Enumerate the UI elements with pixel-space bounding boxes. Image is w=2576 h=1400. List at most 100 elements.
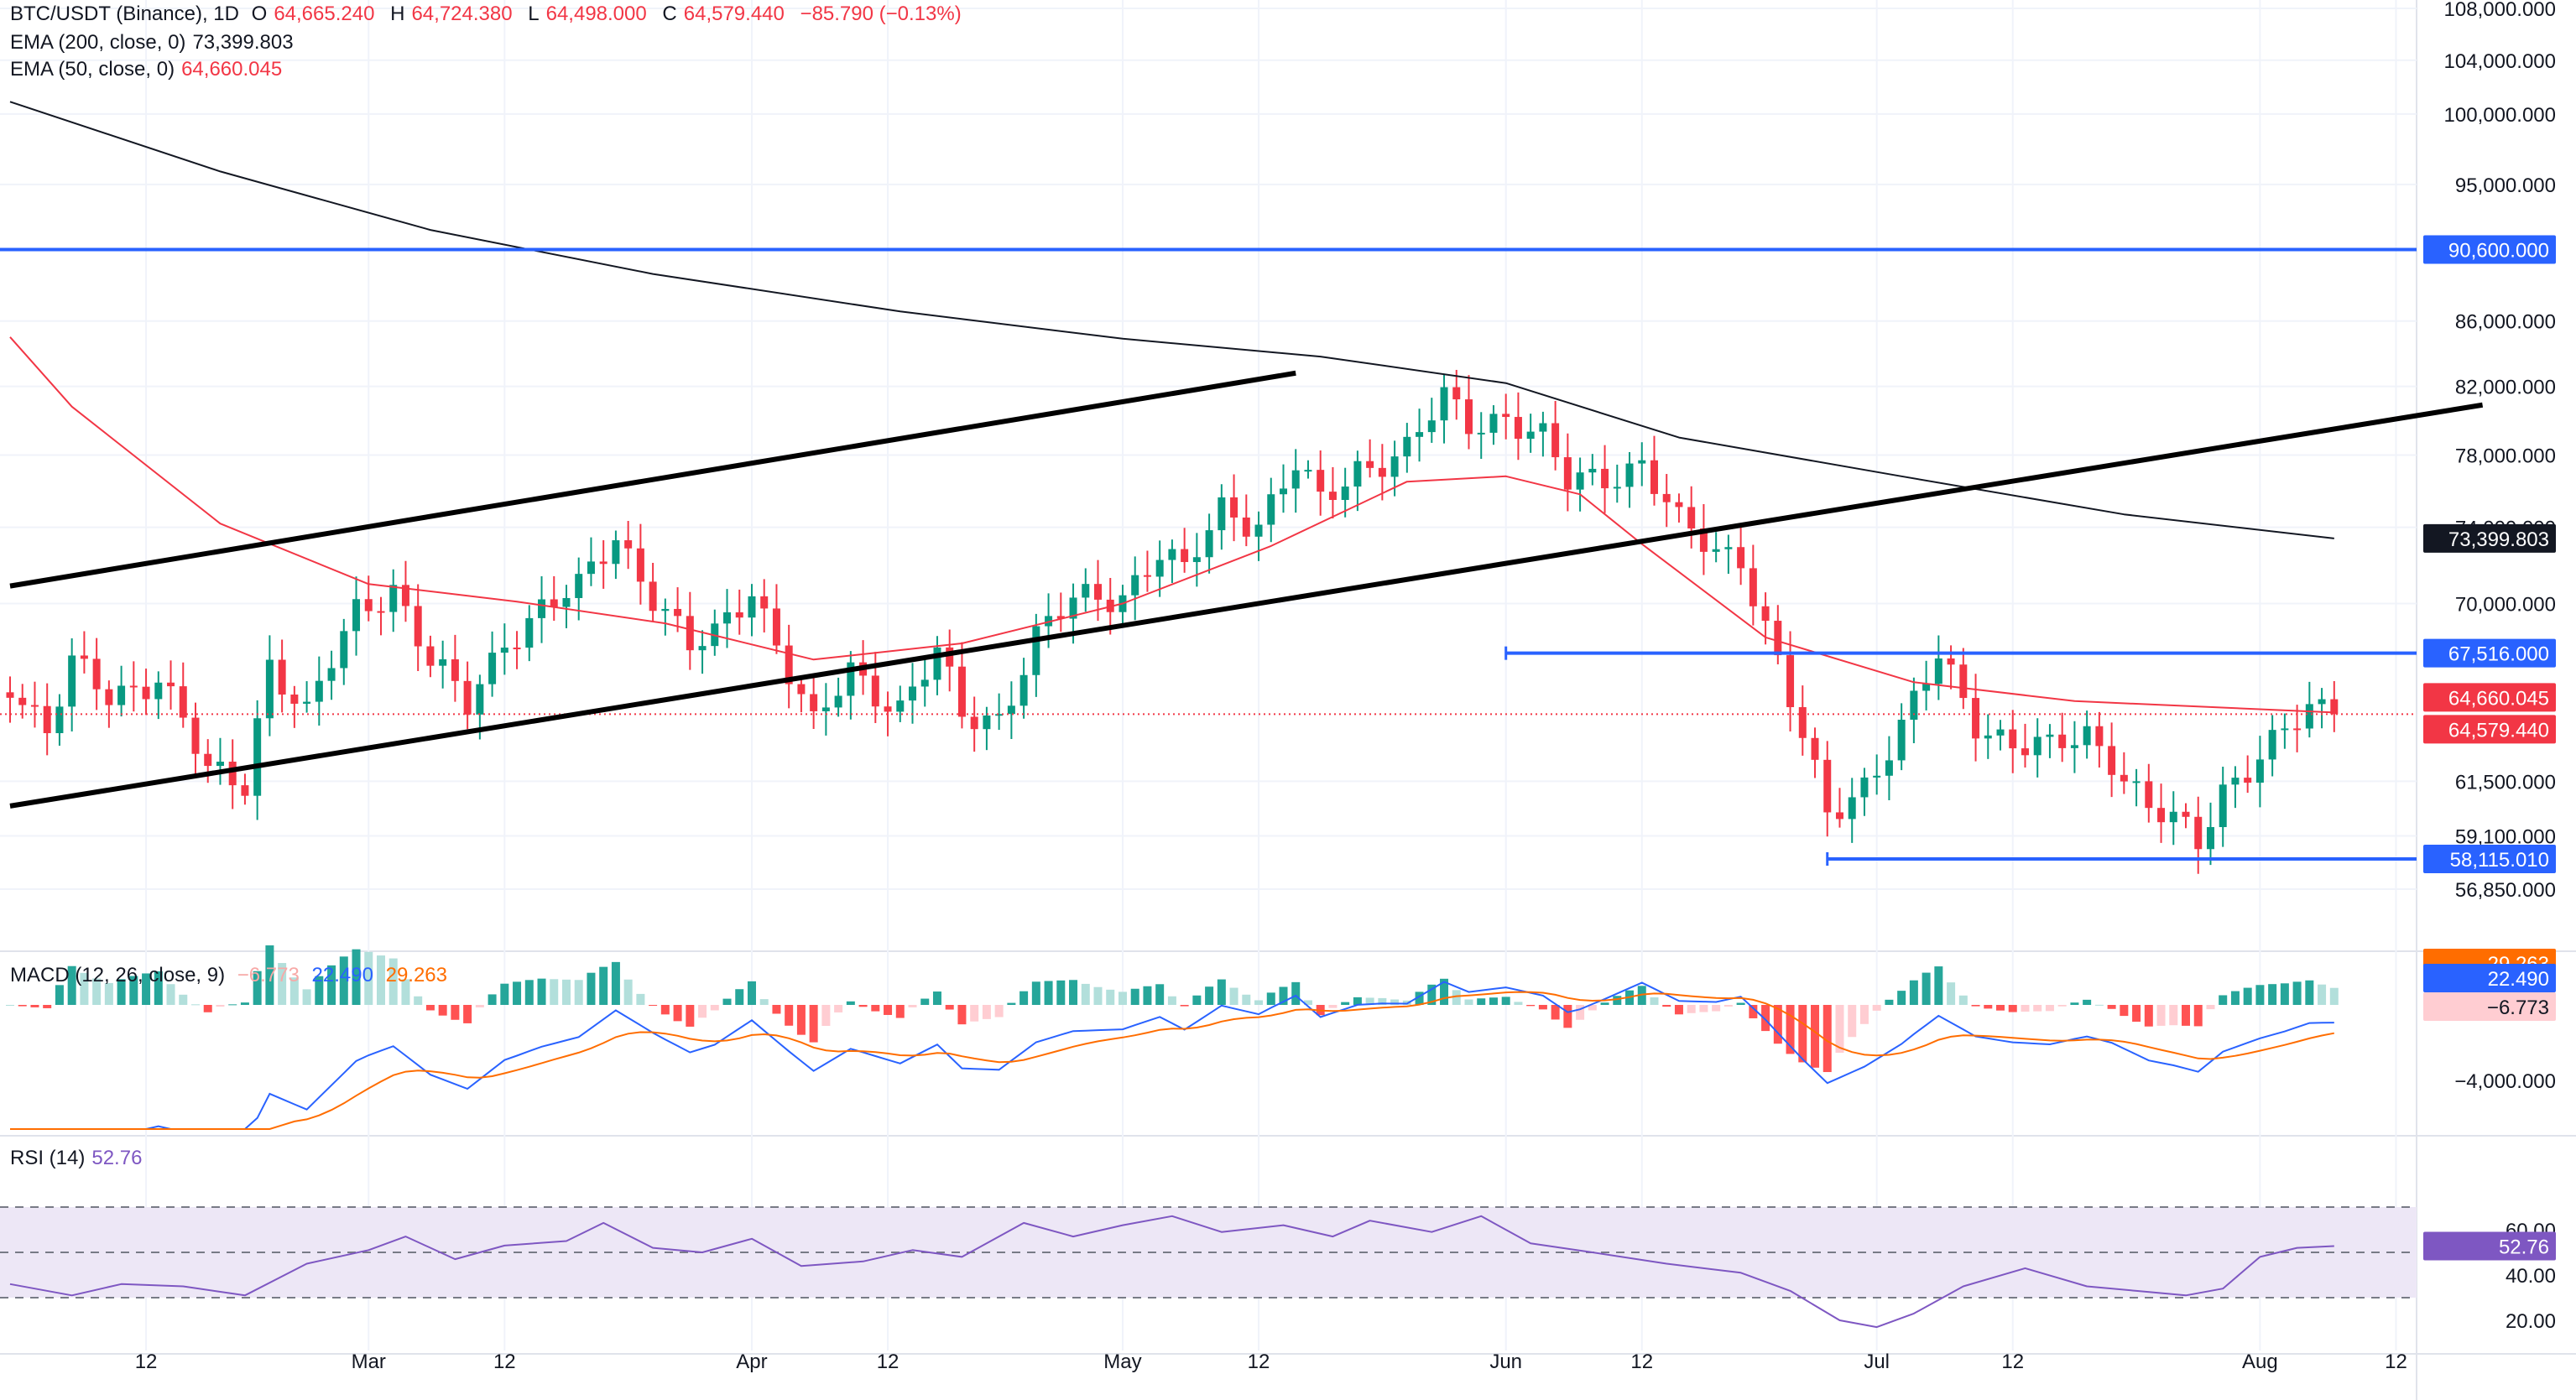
macd-hist-bar [747, 981, 756, 1005]
ema200-legend[interactable]: EMA (200, close, 0) 73,399.803 [10, 30, 300, 55]
macd-hist-bar [2132, 1005, 2141, 1023]
candle-body [1712, 549, 1720, 552]
macd-hist-bar [722, 998, 732, 1005]
macd-hist-bar [1922, 972, 1931, 1005]
candle-body [933, 647, 941, 680]
candle-body [1291, 470, 1300, 489]
rsi-value-badge-bg [2423, 1231, 2556, 1261]
time-tick-label: 12 [135, 1351, 158, 1373]
candle-body [179, 686, 187, 718]
macd-hist-bar [1328, 1005, 1338, 1008]
price-tick-label: 108,000.000 [2444, 0, 2556, 21]
candle-body [1724, 547, 1733, 549]
time-axis[interactable]: 12 Mar 12 Apr 12 May 12 Jun 12 Jul 12 Aug 12 [135, 1351, 2407, 1373]
rsi-legend[interactable]: RSI (14) 52.76 [10, 1146, 149, 1171]
macd-hist-bar [1588, 1005, 1597, 1011]
trendline[interactable] [9, 402, 2484, 809]
macd-hist-bar [2268, 984, 2277, 1005]
level-price-badge: 90,600.000 [2448, 239, 2549, 262]
macd-hist-bar [18, 1005, 27, 1007]
candle-body [1242, 517, 1250, 537]
candle-body [1786, 655, 1795, 708]
change-value: −85.790 (−0.13%) [800, 3, 962, 25]
candle-body [1885, 760, 1893, 776]
price-badges: 90,600.000 67,516.000 58,115.010 73,399.803… [2423, 235, 2556, 1261]
macd-hist-bar [2008, 1005, 2017, 1012]
candle-body [364, 599, 373, 612]
rsi-band [0, 1206, 2417, 1299]
ema50-line [9, 336, 2334, 714]
trendline[interactable] [9, 370, 1296, 589]
high-value: 64,724.380 [411, 3, 513, 25]
candle-body [2231, 778, 2240, 785]
candle-body [1539, 423, 1547, 432]
price-tick-label: 95,000.000 [2455, 174, 2556, 197]
ema50-label: EMA (50, close, 0) [10, 58, 175, 81]
macd-hist-bar [1514, 1002, 1523, 1005]
macd-hist-bar [821, 1005, 831, 1027]
macd-hist-bar [438, 1005, 447, 1016]
macd-hist-bar [1749, 1005, 1758, 1018]
candle-body [414, 606, 422, 647]
macd-legend[interactable]: MACD (12, 26, close, 9) −6.773 22.490 29… [10, 963, 454, 988]
candle-body [389, 585, 398, 612]
macd-hist-bar [686, 1005, 695, 1027]
ema50-price-badge: 64,660.045 [2448, 687, 2549, 710]
candle-body [1279, 488, 1287, 495]
macd-hist-bar [463, 1005, 472, 1023]
candle-body [191, 717, 200, 754]
candle-body [2095, 726, 2104, 747]
price-tick-label: 70,000.000 [2455, 594, 2556, 617]
candle-body [525, 617, 534, 648]
macd-hist-bar [1773, 1005, 1782, 1044]
candle-body [847, 662, 855, 696]
macd-hist-bar [216, 1005, 225, 1007]
candle-body [1897, 719, 1906, 761]
macd-hist-bar [1736, 1002, 1745, 1005]
candle-body [142, 686, 150, 700]
macd-hist-bar [1440, 978, 1449, 1005]
price-tick-label: 100,000.000 [2444, 104, 2556, 127]
ema50-legend[interactable]: EMA (50, close, 0) 64,660.045 [10, 57, 289, 82]
candle-body [1403, 436, 1411, 457]
macd-hist-bar [524, 980, 534, 1005]
candle-body [2009, 729, 2017, 749]
macd-hist-bar [1180, 1005, 1189, 1007]
macd-hist-bar [2255, 985, 2265, 1005]
candle-body [2046, 734, 2054, 737]
candle-body [377, 611, 385, 613]
candle-body [129, 685, 138, 688]
symbol-label[interactable]: BTC/USDT (Binance), 1D [10, 3, 239, 25]
candle-body [636, 548, 644, 582]
candle-body [1972, 698, 1980, 739]
time-tick-label: 12 [2001, 1351, 2024, 1373]
candle-body [2132, 781, 2141, 783]
candle-body [1601, 468, 1609, 489]
candle-body [1254, 524, 1263, 537]
macd-hist-bar [1637, 986, 1646, 1005]
macd-hist-bar [80, 972, 89, 1005]
macd-hist-bar [1723, 1005, 1733, 1007]
macd-hist-bar [772, 1005, 781, 1014]
macd-hist-bar [179, 994, 188, 1005]
candle-body [1749, 568, 1757, 606]
candle-body [1873, 775, 1881, 778]
macd-hist-bar [154, 971, 163, 1005]
macd-hist-bar [414, 996, 423, 1005]
candle-body [735, 612, 743, 618]
candle-body [2108, 746, 2116, 775]
candle-body [2169, 811, 2177, 823]
macd-hist-bar [364, 951, 373, 1005]
candle-body [1613, 487, 1621, 489]
macd-hist-bar [2280, 983, 2289, 1005]
macd-hist-bar [796, 1005, 806, 1035]
candle-body [1427, 420, 1436, 433]
macd-hist-bar [920, 998, 930, 1005]
candle-body [303, 701, 311, 704]
candle-body [587, 561, 595, 575]
candle-body [1155, 559, 1164, 577]
macd-hist-bar [315, 976, 324, 1005]
drawings[interactable] [0, 247, 2484, 866]
macd-hist-bar [1069, 980, 1078, 1005]
